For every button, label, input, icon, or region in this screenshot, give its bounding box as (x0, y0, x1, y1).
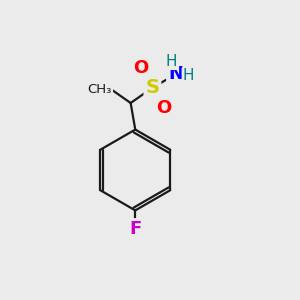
Text: O: O (156, 99, 172, 117)
Text: O: O (133, 59, 148, 77)
Text: H: H (182, 68, 194, 83)
Text: F: F (129, 220, 141, 238)
Text: S: S (146, 78, 159, 97)
Text: CH₃: CH₃ (87, 83, 112, 96)
Text: N: N (168, 65, 183, 83)
Text: H: H (165, 54, 176, 69)
